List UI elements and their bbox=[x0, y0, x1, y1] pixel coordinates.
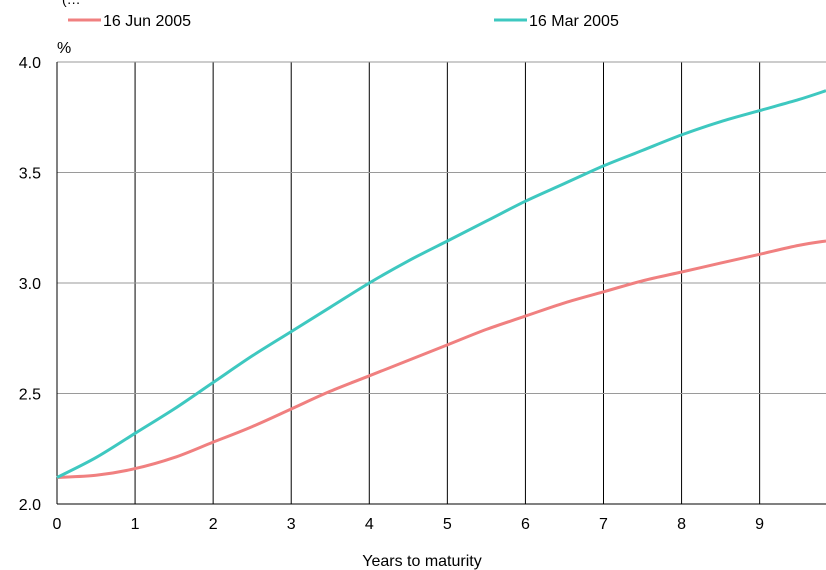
x-tick-label: 5 bbox=[443, 516, 452, 533]
header-fragment: (… bbox=[62, 0, 81, 7]
x-tick-label: 8 bbox=[677, 516, 686, 533]
x-tick-label: 4 bbox=[365, 516, 374, 533]
y-tick-label: 3.0 bbox=[19, 276, 41, 293]
x-tick-label: 7 bbox=[599, 516, 608, 533]
series-line-16-mar-2005 bbox=[56, 89, 826, 479]
grid bbox=[57, 61, 826, 504]
y-tick-label: 3.5 bbox=[19, 166, 41, 183]
series-lines bbox=[56, 89, 826, 479]
tick-labels: 0 1 2 3 4 5 6 7 8 9 2.0 2.5 3.0 3.5 4.0 bbox=[19, 55, 764, 533]
y-axis-unit: % bbox=[57, 40, 71, 57]
legend-label-jun: 16 Jun 2005 bbox=[103, 13, 191, 30]
legend: 16 Jun 2005 16 Mar 2005 bbox=[68, 13, 619, 30]
legend-item-jun: 16 Jun 2005 bbox=[68, 13, 191, 30]
axes bbox=[56, 62, 826, 505]
x-tick-label: 9 bbox=[755, 516, 764, 533]
y-tick-label: 2.0 bbox=[19, 497, 41, 514]
legend-item-mar: 16 Mar 2005 bbox=[494, 13, 619, 30]
series-line-16-jun-2005 bbox=[56, 239, 826, 479]
x-tick-label: 2 bbox=[209, 516, 218, 533]
x-tick-label: 0 bbox=[53, 516, 62, 533]
x-axis-label: Years to maturity bbox=[362, 553, 481, 570]
x-tick-label: 1 bbox=[131, 516, 140, 533]
x-tick-label: 6 bbox=[521, 516, 530, 533]
x-tick-label: 3 bbox=[287, 516, 296, 533]
y-tick-label: 4.0 bbox=[19, 55, 41, 72]
y-tick-label: 2.5 bbox=[19, 387, 41, 404]
legend-label-mar: 16 Mar 2005 bbox=[529, 13, 619, 30]
